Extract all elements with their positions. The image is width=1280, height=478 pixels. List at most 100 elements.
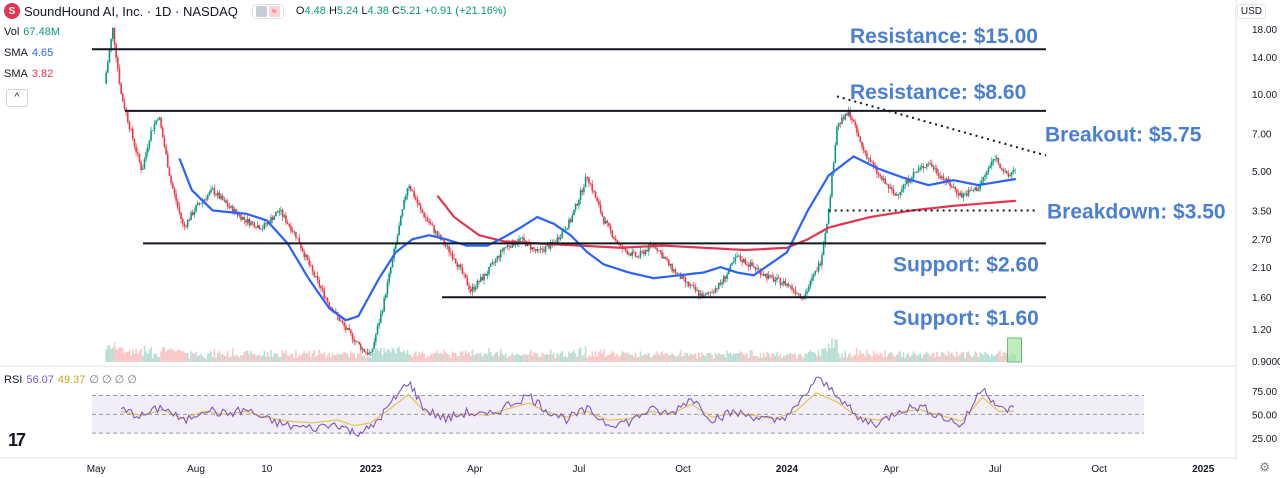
price-tick-label: 3.50 [1252,206,1272,217]
candle-body [836,126,838,146]
wave-style-icon[interactable]: ≈ [268,5,280,17]
volume-bar [844,350,847,362]
candle-body [687,282,690,287]
volume-bar [426,355,429,362]
candle-body [355,341,357,343]
volume-bar [554,358,557,362]
volume-bar [791,353,793,362]
candle-body [606,220,609,223]
candle-body [150,130,152,141]
sma-50-indicator[interactable]: SMA 4.65 [4,47,54,59]
candle-body [779,278,782,285]
currency-selector[interactable]: USD [1236,4,1266,19]
volume-bar [656,351,658,362]
volume-bar [168,349,171,362]
volume-indicator[interactable]: Vol 67.48M [4,26,60,38]
volume-bar [270,350,272,362]
candle-body [501,250,504,251]
time-tick-label: May [87,464,106,475]
candle-body [634,252,637,257]
candle-body [974,187,976,191]
candle-body [990,161,993,166]
volume-bar [198,355,201,362]
volume-bar [581,356,584,362]
candle-body [295,231,297,238]
candle-body [789,285,792,287]
price-tick-label: 14.00 [1252,53,1277,64]
volume-bar [668,355,670,362]
candle-body [851,117,853,120]
candle-body [814,270,817,275]
volume-bar [781,357,783,362]
candle-body [503,247,505,251]
volume-bar [311,352,314,362]
candle-body [148,140,151,148]
candle-body [131,129,134,140]
chart-style-toggle[interactable]: ≈ [251,3,284,19]
candle-body [421,209,424,213]
candle-body [924,167,926,169]
volume-bar [936,351,938,362]
volume-bar [514,354,517,362]
volume-bar [568,351,570,362]
candle-body [683,275,685,278]
candle-body [200,203,202,205]
volume-bar [864,356,867,362]
volume-bar [193,354,196,362]
volume-bar [683,355,685,362]
candle-body [812,274,815,278]
candle-body [729,264,732,271]
candle-style-icon[interactable] [255,5,267,17]
volume-bar [488,348,490,362]
candle-body [944,179,946,182]
sma-200-indicator[interactable]: SMA 3.82 [4,68,54,80]
candle-body [596,198,599,202]
volume-bar [400,351,402,362]
candle-body [143,159,146,169]
volume-bar [376,348,379,362]
candle-body [291,231,294,233]
volume-bar [706,353,708,362]
volume-bar [849,352,852,362]
settings-gear-icon[interactable]: ⚙ [1259,460,1270,474]
candle-body [756,268,758,270]
time-tick-label: Oct [675,464,691,475]
volume-bar [882,357,885,362]
candle-body [631,251,633,256]
candle-body [141,168,144,170]
volume-bar [454,353,457,362]
volume-bar [328,352,331,362]
volume-bar [653,355,655,362]
volume-bar [712,358,715,362]
volume-bar [145,351,147,362]
candle-body [769,274,772,276]
collapse-icon[interactable]: ^ [6,89,28,107]
volume-bar [123,352,126,362]
volume-bar [846,357,848,362]
candle-body [782,280,785,284]
candle-body [251,221,254,223]
volume-bar [588,355,590,362]
volume-bar [471,349,474,362]
candle-body [213,188,216,195]
candle-body [246,218,249,223]
volume-bar [799,353,802,362]
volume-bar [131,349,134,362]
candle-body [499,250,502,258]
symbol-title[interactable]: SoundHound AI, Inc. · 1D · NASDAQ [24,3,238,19]
volume-bar [449,358,452,362]
volume-bar [659,352,662,362]
volume-bar [171,349,174,362]
volume-bar [648,353,650,362]
candle-body [811,277,813,282]
rsi-indicator[interactable]: RSI 56.07 49.37 ∅ ∅ ∅ ∅ [4,374,137,386]
candle-body [539,248,542,250]
volume-bar [150,346,152,362]
candle-body [914,172,916,173]
candle-body [456,263,459,268]
chart-header: S SoundHound AI, Inc. · 1D · NASDAQ ≈ O4… [4,2,506,20]
candle-body [365,351,367,353]
volume-bar [921,357,923,362]
candle-body [414,197,417,200]
